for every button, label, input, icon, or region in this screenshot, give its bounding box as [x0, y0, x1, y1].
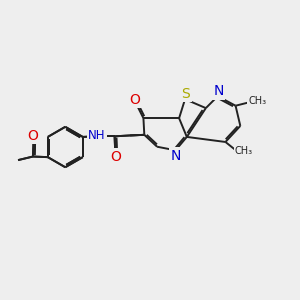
Text: O: O — [28, 129, 39, 143]
Text: CH₃: CH₃ — [248, 96, 266, 106]
Text: O: O — [110, 150, 121, 164]
Text: O: O — [110, 150, 121, 164]
Text: O: O — [129, 93, 140, 107]
Text: N: N — [171, 148, 181, 163]
Text: S: S — [181, 87, 190, 101]
Text: N: N — [213, 84, 224, 98]
Text: NH: NH — [88, 129, 106, 142]
Text: NH: NH — [88, 129, 106, 142]
Text: CH₃: CH₃ — [235, 146, 253, 157]
Text: O: O — [28, 129, 38, 143]
